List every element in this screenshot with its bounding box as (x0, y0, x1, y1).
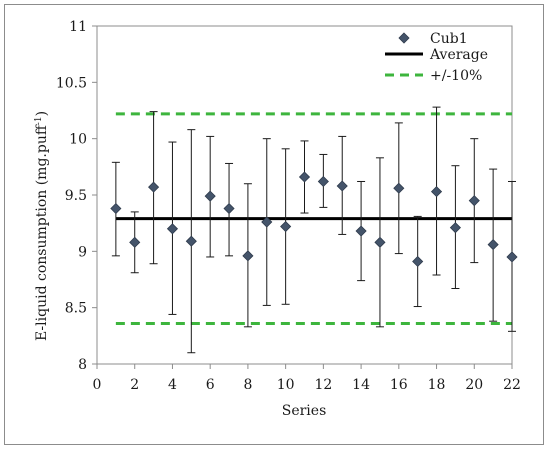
data-point-marker (110, 202, 122, 215)
data-point-marker (298, 171, 311, 183)
data-point-marker (468, 195, 480, 207)
data-point-marker (393, 182, 405, 194)
data-point-marker (280, 220, 292, 233)
y-axis-label-superscript: -1 (34, 116, 44, 125)
y-axis-ticks: 8 8.5 9 9.5 10 10.5 11 (56, 19, 97, 373)
data-point-marker (204, 190, 216, 202)
x-axis-label: Series (282, 403, 327, 419)
y-tick-label: 9.5 (65, 188, 87, 204)
y-axis-label: E-liquid consumption (mg.puff-1) (34, 111, 50, 341)
x-tick-label: 16 (390, 377, 408, 393)
data-point-marker (487, 239, 499, 251)
y-axis-label-end: ) (34, 111, 50, 116)
y-tick-label: 8 (78, 357, 87, 373)
legend-cub1-label: Cub1 (430, 31, 468, 47)
data-point-marker (129, 236, 141, 248)
y-tick-label: 10.5 (56, 75, 87, 91)
legend-average-label: Average (429, 47, 488, 63)
data-point-marker (317, 175, 329, 188)
data-point-marker (506, 251, 518, 263)
data-point-marker (412, 255, 424, 268)
x-tick-label: 0 (93, 377, 102, 393)
legend-bounds-label: +/-10% (430, 68, 482, 84)
x-tick-label: 2 (130, 377, 139, 393)
bounds-lines (115, 112, 512, 325)
x-tick-label: 4 (168, 377, 177, 393)
x-tick-label: 22 (503, 377, 521, 393)
y-tick-label: 9 (78, 244, 87, 260)
legend-cub1-marker (398, 32, 410, 44)
data-point-marker (430, 186, 443, 198)
y-axis-label-main: E-liquid consumption (mg.puff (34, 124, 50, 341)
x-tick-label: 20 (465, 377, 483, 393)
data-point-marker (166, 223, 179, 235)
x-tick-label: 6 (206, 377, 215, 393)
y-tick-label: 8.5 (65, 301, 87, 317)
y-tick-label: 11 (69, 19, 87, 35)
data-point-marker (336, 180, 348, 192)
x-tick-label: 12 (314, 377, 332, 393)
y-tick-label: 10 (69, 132, 87, 148)
data-point-marker (449, 222, 461, 234)
data-point-marker (223, 202, 235, 215)
data-point-marker (374, 236, 386, 248)
x-tick-label: 8 (243, 377, 252, 393)
x-tick-label: 18 (428, 377, 446, 393)
data-point-marker (185, 235, 197, 247)
data-point-marker (355, 225, 367, 237)
data-point-marker (261, 216, 273, 228)
x-tick-label: 10 (277, 377, 295, 393)
data-point-marker (148, 181, 160, 193)
markers (110, 171, 518, 268)
x-tick-label: 14 (352, 377, 370, 393)
x-axis-ticks: 0 2 4 6 8 10 12 14 16 18 20 22 (93, 364, 521, 393)
data-point-marker (242, 250, 254, 262)
